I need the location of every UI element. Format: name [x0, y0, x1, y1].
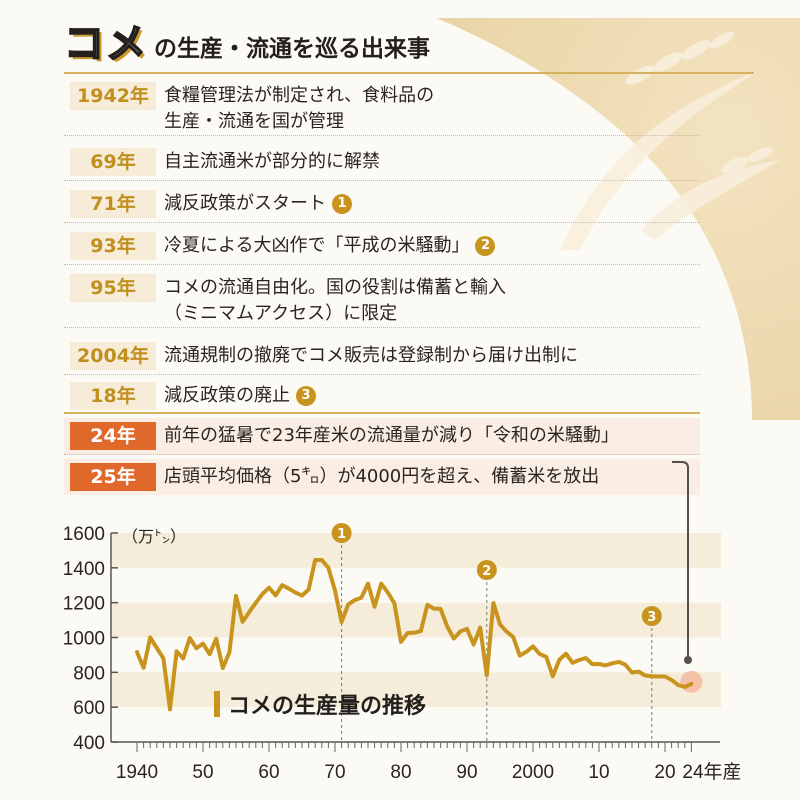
page-title: コメ の生産・流通を巡る出来事 [63, 21, 430, 67]
timeline-row: 25年 店頭平均価格（5㌔）が4000円を超え、備蓄米を放出 [64, 459, 700, 495]
y-tick-label: 600 [73, 698, 105, 719]
x-tick-label: 90 [456, 762, 477, 783]
marker-label: 2 [482, 564, 491, 579]
marker-badge: 3 [296, 386, 316, 406]
x-tick-label: 60 [258, 762, 279, 783]
marker-circle [331, 523, 352, 543]
event-text: 生産・流通を国が管理 [164, 111, 344, 132]
y-tick-label: 1600 [63, 524, 105, 545]
chart-band [112, 672, 721, 708]
connector-line [672, 461, 689, 660]
event-text: 自主流通米が部分的に解禁 [164, 151, 380, 172]
event-text: 冷夏による大凶作で「平成の米騒動」 [164, 235, 470, 256]
section-divider [64, 412, 700, 414]
marker-label: 3 [647, 610, 656, 625]
x-tick-label: 24年産 [682, 761, 741, 783]
event-text: 前年の猛暑で23年産米の流通量が減り「令和の米騒動」 [164, 425, 619, 446]
y-tick-label: 400 [73, 733, 105, 754]
x-tick-label: 2000 [512, 762, 554, 783]
y-tick-label: 1200 [63, 594, 105, 615]
timeline-row: 71年 減反政策がスタート 1 [64, 186, 700, 223]
timeline-row: 2004年 流通規制の撤廃でコメ販売は登録制から届け出制に [64, 338, 700, 375]
timeline-row: 18年 減反政策の廃止 3 [64, 378, 700, 414]
timeline-event: 冷夏による大凶作で「平成の米騒動」 2 [164, 228, 496, 259]
timeline-event: 前年の猛暑で23年産米の流通量が減り「令和の米騒動」 [164, 418, 619, 449]
timeline-event: 自主流通米が部分的に解禁 [164, 144, 380, 175]
x-tick-label: 50 [192, 762, 213, 783]
timeline-event: 店頭平均価格（5㌔）が4000円を超え、備蓄米を放出 [164, 459, 599, 490]
timeline-year: 24年 [70, 422, 156, 450]
chart-band [112, 533, 721, 568]
timeline-event: 減反政策がスタート 1 [164, 186, 352, 217]
x-tick-label: 10 [588, 762, 609, 783]
timeline-year: 25年 [70, 463, 156, 491]
timeline-row: 1942年 食糧管理法が制定され、食料品の 生産・流通を国が管理 [64, 78, 700, 136]
timeline-year: 95年 [70, 274, 156, 302]
marker-label: 1 [337, 527, 346, 542]
timeline-row: 93年 冷夏による大凶作で「平成の米騒動」 2 [64, 228, 700, 265]
x-tick-label: 20 [654, 762, 675, 783]
marker-badge: 2 [475, 236, 496, 256]
marker-badge: 1 [332, 194, 352, 214]
event-text: 店頭平均価格（5㌔）が4000円を超え、備蓄米を放出 [164, 466, 600, 487]
x-tick-label: 1940 [116, 762, 158, 783]
timeline-event: 流通規制の撤廃でコメ販売は登録制から届け出制に [164, 338, 578, 369]
title-main: コメ [63, 21, 148, 67]
timeline-year: 1942年 [70, 82, 156, 110]
rice-sprig-icon [560, 31, 780, 250]
marker-circle [641, 606, 662, 626]
event-text: （ミニマムアクセス）に限定 [164, 303, 398, 324]
timeline-row: 69年 自主流通米が部分的に解禁 [64, 144, 700, 181]
timeline-year: 18年 [70, 382, 156, 410]
timeline-row: 95年 コメの流通自由化。国の役割は備蓄と輸入 （ミニマムアクセス）に限定 [64, 270, 700, 328]
title-rest: の生産・流通を巡る出来事 [154, 36, 430, 62]
event-text: 減反政策の廃止 [164, 385, 290, 406]
timeline-year: 69年 [70, 148, 156, 176]
timeline-event: コメの流通自由化。国の役割は備蓄と輸入 （ミニマムアクセス）に限定 [164, 270, 506, 327]
chart-title: コメの生産量の推移 [228, 694, 427, 719]
timeline-row: 24年 前年の猛暑で23年産米の流通量が減り「令和の米騒動」 [64, 418, 700, 455]
legend-swatch [214, 691, 220, 717]
y-axis-unit: （万㌧） [122, 527, 186, 546]
title-divider [64, 72, 754, 74]
y-tick-label: 1000 [63, 629, 105, 650]
x-tick-label: 70 [324, 762, 345, 783]
timeline-year: 71年 [70, 190, 156, 218]
timeline-year: 93年 [70, 232, 156, 260]
timeline-year: 2004年 [70, 342, 156, 370]
event-text: コメの流通自由化。国の役割は備蓄と輸入 [164, 277, 506, 298]
event-text: 食糧管理法が制定され、食料品の [164, 85, 435, 106]
timeline-event: 食糧管理法が制定され、食料品の 生産・流通を国が管理 [164, 78, 434, 135]
marker-circle [476, 560, 497, 580]
y-tick-label: 800 [73, 663, 105, 684]
y-tick-label: 1400 [63, 559, 105, 580]
event-text: 減反政策がスタート [164, 193, 326, 214]
timeline-event: 減反政策の廃止 3 [164, 378, 316, 409]
event-text: 流通規制の撤廃でコメ販売は登録制から届け出制に [164, 345, 578, 366]
x-tick-label: 80 [390, 762, 411, 783]
chart-legend: コメの生産量の推移 [214, 688, 426, 720]
connector-dot [684, 656, 692, 664]
